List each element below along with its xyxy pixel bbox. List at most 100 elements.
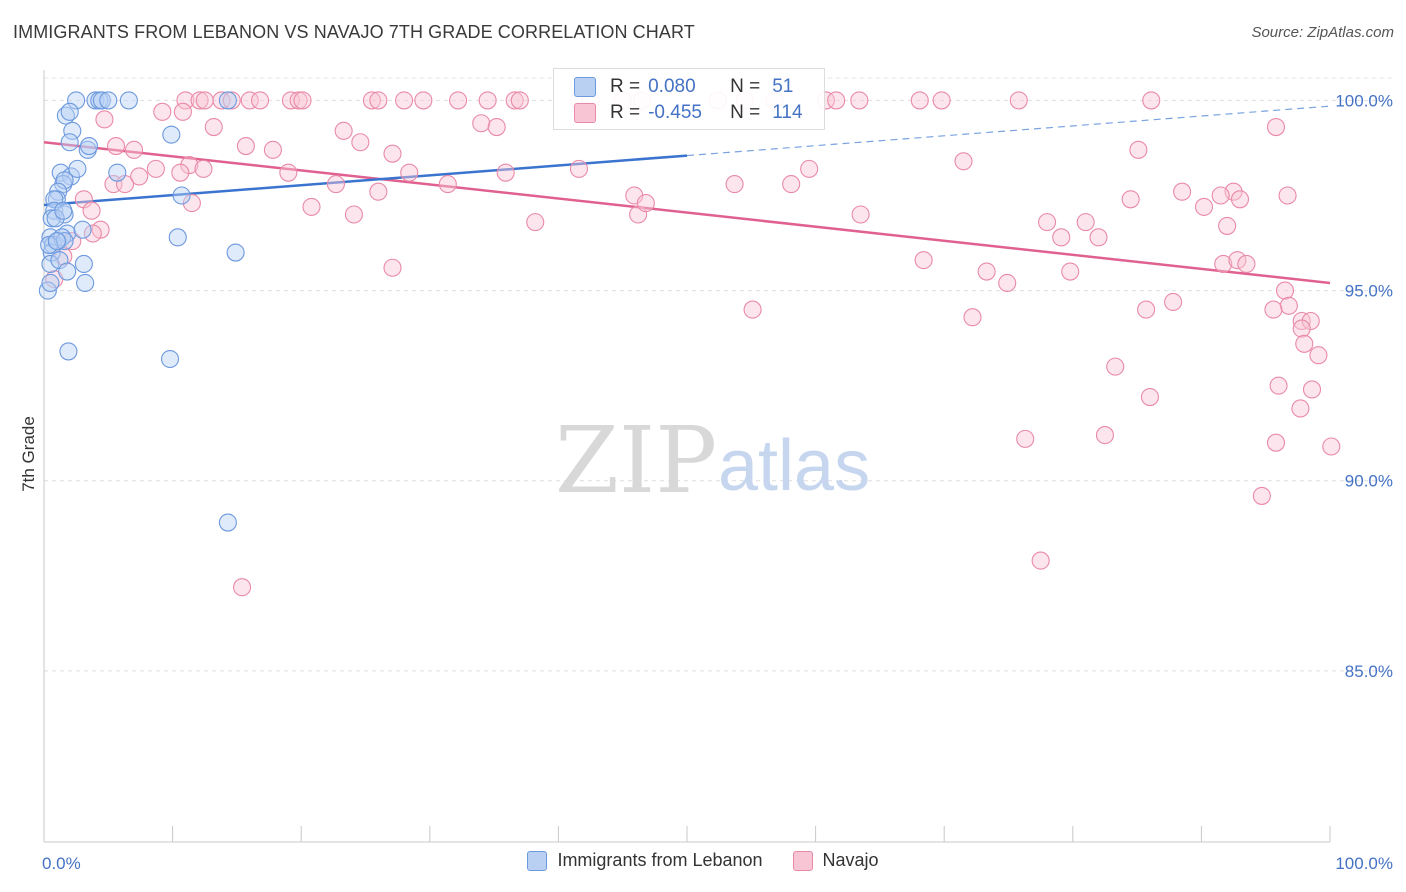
point-navajo [1129,140,1148,159]
point-navajo [302,197,321,216]
point-navajo [195,91,214,110]
point-lebanon [60,102,79,121]
point-navajo [1106,357,1125,376]
point-navajo [190,91,209,110]
point-lebanon [41,273,60,293]
r-label: R = [610,76,641,97]
point-navajo [1214,254,1233,274]
legend: Immigrants from Lebanon Navajo [0,850,1406,871]
point-lebanon [218,513,237,532]
point-navajo [449,91,468,110]
point-navajo [1121,190,1140,209]
point-navajo [222,91,241,110]
r-value-pink: -0.455 [648,102,702,123]
point-navajo [1218,216,1237,235]
point-navajo [932,91,951,110]
source-label: Source: ZipAtlas.com [1251,24,1394,41]
point-navajo [1252,486,1271,505]
point-navajo [1173,182,1192,201]
point-lebanon [46,209,65,228]
point-navajo [369,91,388,110]
point-navajo [293,91,312,110]
point-lebanon [92,91,111,110]
point-lebanon [76,273,95,293]
point-lebanon [63,121,82,140]
point-navajo [383,144,402,163]
point-navajo [1076,213,1095,232]
point-navajo [344,205,363,224]
point-lebanon [99,91,118,110]
point-navajo [636,194,655,213]
point-navajo [1140,388,1160,407]
point-navajo [369,182,388,201]
pink-swatch-icon [574,103,596,123]
point-lebanon [226,243,245,262]
point-navajo [1211,186,1230,205]
point-navajo [1038,213,1057,232]
point-lebanon [68,159,87,178]
point-navajo [232,578,252,597]
point-navajo [914,251,933,270]
point-navajo [182,194,201,213]
x-tick-labels: 0.0% 100.0% [42,854,1393,873]
point-navajo [83,224,102,243]
point-navajo [1266,117,1286,137]
watermark: ZIP atlas [555,407,870,514]
y-axis-label: 7th Grade [19,416,38,492]
blue-square-icon [527,850,548,871]
point-navajo [1164,292,1183,312]
point-navajo [82,201,101,220]
stats-row-blue: R = 0.080 N = 51 [574,74,793,100]
point-navajo [1095,426,1114,445]
point-lebanon [74,254,93,274]
y-tick-label: 85.0% [1345,662,1393,681]
point-navajo [1264,300,1283,319]
x-tick-label: 100.0% [1335,854,1393,873]
point-lebanon [73,220,92,239]
point-navajo [1052,228,1071,247]
point-navajo [1142,91,1161,110]
point-navajo [95,110,114,129]
point-lebanon [41,254,60,274]
point-navajo [851,205,870,224]
point-navajo [472,114,491,133]
point-navajo [1302,380,1322,399]
point-lebanon [58,262,77,281]
point-navajo [725,175,744,194]
point-navajo [171,163,190,182]
point-navajo [1269,376,1288,395]
point-navajo [1279,296,1298,315]
point-navajo [146,159,165,178]
point-lebanon [47,232,66,251]
point-navajo [438,175,457,194]
point-lebanon [218,91,237,110]
legend-item-lebanon[interactable]: Immigrants from Lebanon [527,850,763,871]
point-lebanon [86,91,105,110]
point-lebanon [160,349,180,369]
point-lebanon [59,342,78,361]
point-navajo [173,102,192,121]
watermark-atlas: atlas [718,426,870,506]
trend-line-navajo [43,141,1331,285]
y-tick-label: 100.0% [1335,91,1393,110]
legend-item-navajo[interactable]: Navajo [792,850,879,871]
legend-label-lebanon: Immigrants from Lebanon [557,850,763,870]
point-navajo [334,121,353,140]
pink-square-icon [792,850,813,871]
point-navajo [1275,281,1295,300]
legend-label-navajo: Navajo [822,850,879,870]
chart-title: IMMIGRANTS FROM LEBANON VS NAVAJO 7TH GR… [13,22,695,42]
point-lebanon [54,201,73,220]
point-navajo [526,213,545,232]
point-navajo [1009,91,1028,110]
point-navajo [478,91,497,110]
r-value-blue: 0.080 [648,76,696,97]
y-tick-label: 95.0% [1345,282,1393,301]
n-value-pink: 114 [772,102,803,123]
point-navajo [1228,251,1247,270]
axes [43,70,1331,843]
point-navajo [963,308,982,327]
point-navajo [1291,399,1310,418]
point-navajo [487,117,506,137]
r-label: R = [610,102,641,123]
